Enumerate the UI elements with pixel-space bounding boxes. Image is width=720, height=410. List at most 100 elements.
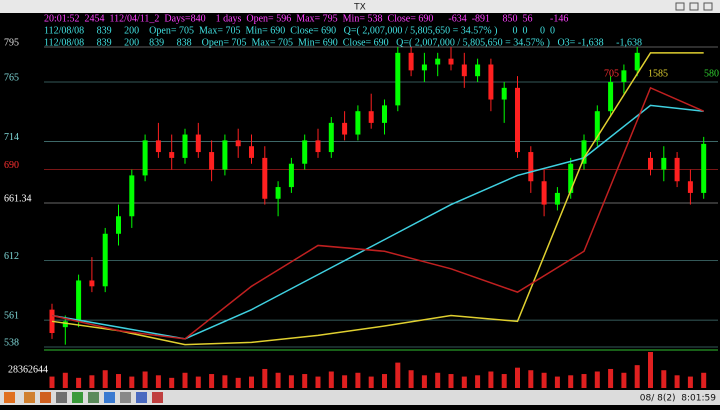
- annotation: 1585: [648, 68, 668, 79]
- volume-bar: [249, 376, 254, 388]
- candle-body: [435, 58, 441, 65]
- volume-bar: [328, 371, 334, 388]
- header-line: 20:01:52 2454 112/04/11_2 Days=840 1 day…: [44, 13, 568, 24]
- candle-body: [501, 87, 507, 100]
- volume-bar: [581, 374, 587, 388]
- candle-body: [62, 321, 68, 328]
- candle-body: [674, 157, 680, 182]
- volume-bar: [342, 375, 348, 388]
- candle-body: [408, 52, 414, 71]
- window-title: TX: [353, 3, 366, 13]
- volume-bar: [302, 374, 308, 388]
- candle-body: [541, 181, 547, 205]
- y-tick-label: 538: [4, 337, 19, 348]
- volume-bar: [674, 375, 680, 388]
- candle-body: [382, 105, 387, 123]
- candle-body: [315, 140, 321, 153]
- volume-bar: [541, 372, 547, 388]
- app-icon[interactable]: [104, 392, 115, 403]
- volume-bar: [182, 372, 188, 388]
- app-icon[interactable]: [40, 392, 51, 403]
- candle-body: [421, 64, 427, 71]
- moving-average: [51, 52, 704, 346]
- minimize-button[interactable]: [675, 2, 685, 11]
- volume-bar: [116, 374, 121, 388]
- candle-body: [209, 152, 215, 170]
- app-icon[interactable]: [136, 392, 147, 403]
- candle-body: [89, 280, 95, 287]
- volume-bar: [235, 377, 241, 388]
- candle-body: [249, 146, 254, 158]
- candle-body: [116, 216, 121, 234]
- y-tick-label: 561: [4, 310, 19, 321]
- moving-average: [51, 86, 705, 340]
- volume-bar: [461, 376, 467, 388]
- candle-body: [621, 70, 627, 83]
- volume-bar: [368, 376, 374, 388]
- volume-bar: [488, 371, 494, 388]
- volume-bar: [687, 376, 693, 388]
- header-line: 112/08/08 839 200 839 838 Open= 705 Max=…: [44, 37, 642, 48]
- start-icon[interactable]: [4, 392, 15, 403]
- candle-body: [368, 111, 374, 123]
- volume-bar: [408, 370, 414, 388]
- volume-bar: [142, 371, 148, 388]
- volume-bar: [395, 362, 401, 388]
- app-icon[interactable]: [88, 392, 99, 403]
- candle-body: [262, 157, 268, 199]
- volume-bar: [49, 376, 55, 388]
- candle-body: [554, 192, 560, 205]
- candle-body: [355, 111, 361, 135]
- volume-bar: [62, 372, 68, 388]
- volume-bar: [501, 374, 507, 388]
- volume-bar: [554, 376, 560, 388]
- candle-body: [461, 64, 467, 77]
- volume-bar: [421, 375, 427, 388]
- close-button[interactable]: [703, 2, 713, 11]
- candle-body: [235, 140, 241, 147]
- volume-bar: [195, 376, 201, 388]
- app-icon[interactable]: [120, 392, 131, 403]
- volume-bar: [608, 368, 614, 388]
- taskbar: [0, 390, 720, 405]
- candle-body: [528, 152, 534, 182]
- volume-bar: [222, 375, 228, 388]
- volume-bar: [661, 370, 667, 388]
- maximize-button[interactable]: [689, 2, 699, 11]
- candle-body: [634, 52, 640, 71]
- volume-bar: [76, 377, 82, 388]
- candle-body: [222, 140, 228, 170]
- volume-bar: [89, 375, 95, 388]
- app-icon[interactable]: [24, 392, 35, 403]
- candle-body: [142, 140, 148, 176]
- candle-body: [475, 64, 481, 77]
- candle-body: [195, 134, 201, 153]
- header-line: 112/08/08 839 200 Open= 705 Max= 705 Min…: [44, 25, 555, 36]
- candle-body: [488, 64, 494, 100]
- candle-body: [182, 134, 188, 158]
- volume-bar: [288, 375, 294, 388]
- volume-bar: [315, 376, 321, 388]
- volume-bar: [621, 372, 627, 388]
- candle-body: [302, 140, 308, 164]
- volume-bar: [435, 372, 441, 388]
- volume-bar: [648, 352, 653, 388]
- candle-body: [594, 111, 600, 141]
- volume-bar: [275, 372, 281, 388]
- app-icon[interactable]: [56, 392, 67, 403]
- app-icon[interactable]: [72, 392, 83, 403]
- candle-body: [515, 87, 520, 153]
- volume-bar: [475, 375, 481, 388]
- candle-body: [76, 280, 82, 322]
- volume-bar: [448, 374, 454, 388]
- volume-bar: [155, 375, 161, 388]
- candle-body: [661, 157, 667, 170]
- volume-bar: [515, 367, 520, 388]
- candle-body: [395, 52, 401, 106]
- y-tick-label: 795: [4, 37, 19, 48]
- clock: 08/ 8(2) 8:01:59: [640, 394, 717, 404]
- y-tick-label: 661.34: [4, 193, 32, 204]
- app-icon[interactable]: [152, 392, 163, 403]
